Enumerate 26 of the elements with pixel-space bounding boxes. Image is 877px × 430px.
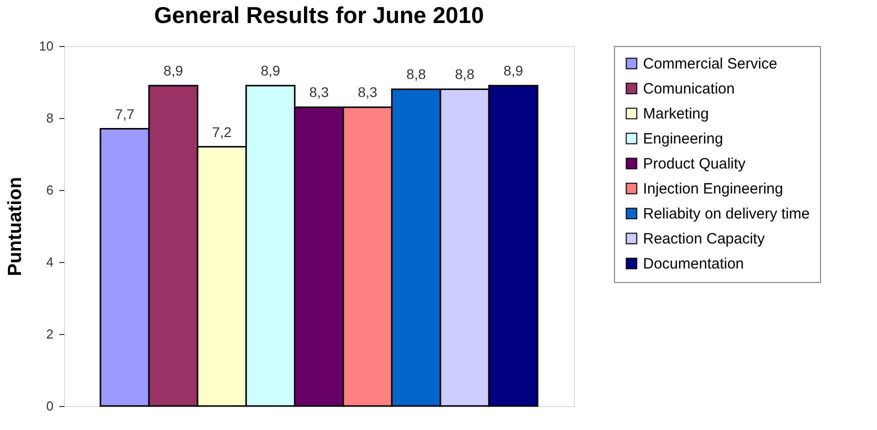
- legend-label: Documentation: [643, 256, 744, 272]
- legend-label: Reliabity on delivery time: [643, 206, 810, 222]
- legend-label: Injection Engineering: [643, 180, 784, 198]
- legend-label: Marketing: [643, 106, 709, 122]
- legend-label: Commercial Service: [643, 56, 778, 72]
- data-label: 8,3: [309, 84, 329, 100]
- y-axis-title: Puntuation: [5, 176, 26, 276]
- y-tick-label: 4: [46, 254, 54, 270]
- legend-label: Comunication: [643, 80, 735, 98]
- y-tick-label: 8: [46, 110, 54, 126]
- legend-label: Reaction Capacity: [643, 230, 766, 248]
- data-label: 7,2: [212, 124, 232, 140]
- data-label: 8,9: [164, 62, 184, 79]
- legend-label: Product Quality: [643, 156, 746, 172]
- data-label: 8,8: [406, 66, 426, 82]
- legend-label: Engineering: [643, 130, 724, 148]
- y-tick-label: 10: [39, 38, 54, 54]
- data-label: 7,7: [114, 106, 135, 122]
- y-tick-label: 6: [46, 182, 54, 198]
- data-label: 8,8: [454, 66, 475, 82]
- y-tick-label: 2: [46, 326, 54, 342]
- data-label: 8,9: [504, 62, 524, 79]
- y-tick-label: 0: [46, 398, 54, 414]
- chart-title: General Results for June 2010: [154, 2, 484, 28]
- data-label: 8,3: [358, 84, 378, 100]
- data-label: 8,9: [260, 62, 280, 79]
